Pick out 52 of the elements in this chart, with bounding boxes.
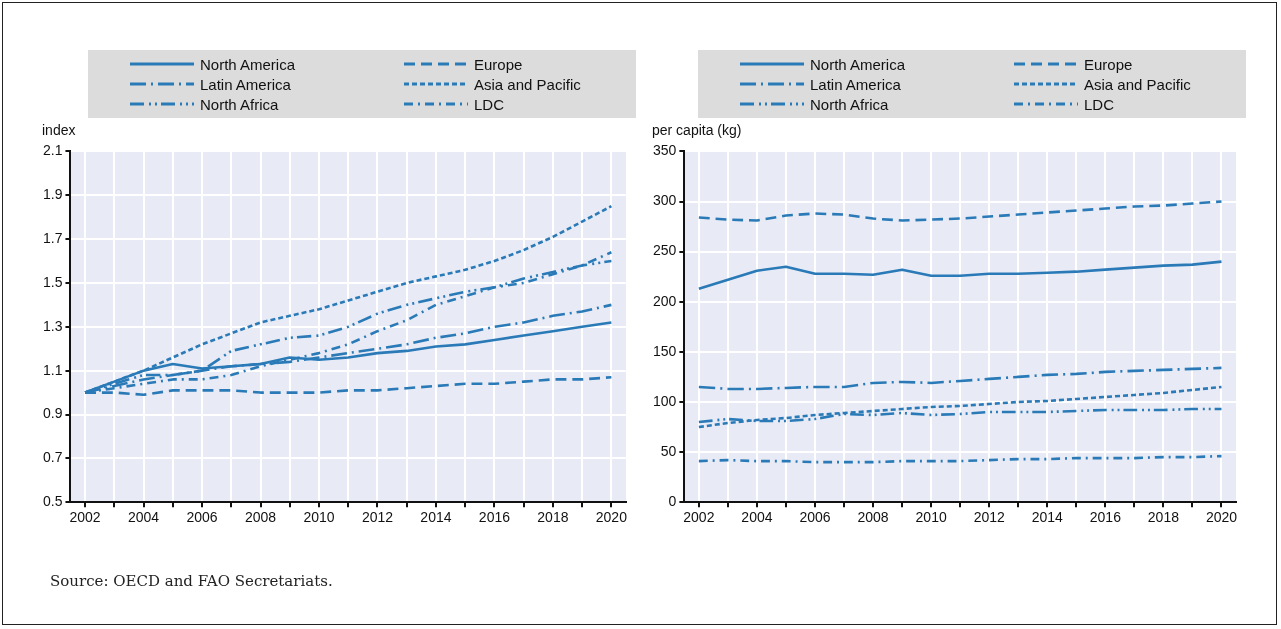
y-tick-label: 2.1 — [42, 142, 63, 159]
x-tick-label: 2002 — [69, 509, 101, 526]
y-tick-label: 1.5 — [42, 273, 63, 290]
y-tick-label: 1.7 — [42, 229, 63, 246]
y-tick-label: 0.5 — [42, 493, 63, 510]
y-tick-label: 200 — [653, 292, 677, 309]
legend-label: North America — [200, 55, 296, 73]
y-tick-label: 100 — [653, 392, 677, 409]
y-tick-label: 1.3 — [42, 317, 63, 334]
y-tick-label: 1.9 — [42, 186, 63, 203]
legend-label: Latin America — [810, 75, 901, 93]
y-axis-title: per capita (kg) — [652, 122, 743, 140]
legend-label: North Africa — [200, 95, 279, 113]
y-tick-label: 50 — [660, 442, 677, 459]
legend-label: LDC — [474, 95, 505, 113]
legend-label: Asia and Pacific — [1084, 75, 1191, 93]
legend-label: Europe — [1084, 55, 1133, 73]
source-note: Source: OECD and FAO Secretariats. — [50, 572, 333, 590]
legend-label: Europe — [474, 55, 523, 73]
x-tick-label: 2008 — [244, 509, 277, 526]
legend-label: North Africa — [810, 95, 889, 113]
legend-label: Asia and Pacific — [474, 75, 581, 93]
x-tick-label: 2006 — [799, 509, 831, 526]
x-tick-label: 2020 — [1205, 509, 1238, 526]
y-tick-label: 0 — [668, 493, 677, 510]
x-tick-label: 2002 — [683, 509, 715, 526]
x-tick-label: 2016 — [1089, 509, 1122, 526]
x-tick-label: 2014 — [420, 509, 452, 526]
y-tick-label: 250 — [653, 242, 677, 259]
x-tick-label: 2020 — [595, 509, 628, 526]
x-tick-label: 2004 — [127, 509, 160, 526]
x-tick-label: 2010 — [303, 509, 335, 526]
x-tick-label: 2004 — [741, 509, 773, 526]
x-tick-label: 2018 — [1147, 509, 1180, 526]
x-tick-label: 2008 — [857, 509, 889, 526]
y-axis-title: index — [42, 122, 77, 140]
legend-label: LDC — [1084, 95, 1115, 113]
x-tick-label: 2006 — [186, 509, 218, 526]
y-tick-label: 1.1 — [42, 361, 63, 378]
x-tick-label: 2012 — [361, 509, 394, 526]
x-tick-label: 2012 — [973, 509, 1005, 526]
y-tick-label: 0.9 — [42, 405, 63, 422]
y-tick-label: 0.7 — [42, 449, 63, 466]
y-tick-label: 150 — [653, 342, 677, 359]
y-tick-label: 300 — [653, 192, 677, 209]
legend-label: Latin America — [200, 75, 291, 93]
x-tick-label: 2014 — [1031, 509, 1064, 526]
x-tick-label: 2016 — [478, 509, 511, 526]
x-tick-label: 2010 — [915, 509, 947, 526]
y-tick-label: 350 — [653, 142, 677, 159]
x-tick-label: 2018 — [537, 509, 569, 526]
legend-label: North America — [810, 55, 906, 73]
